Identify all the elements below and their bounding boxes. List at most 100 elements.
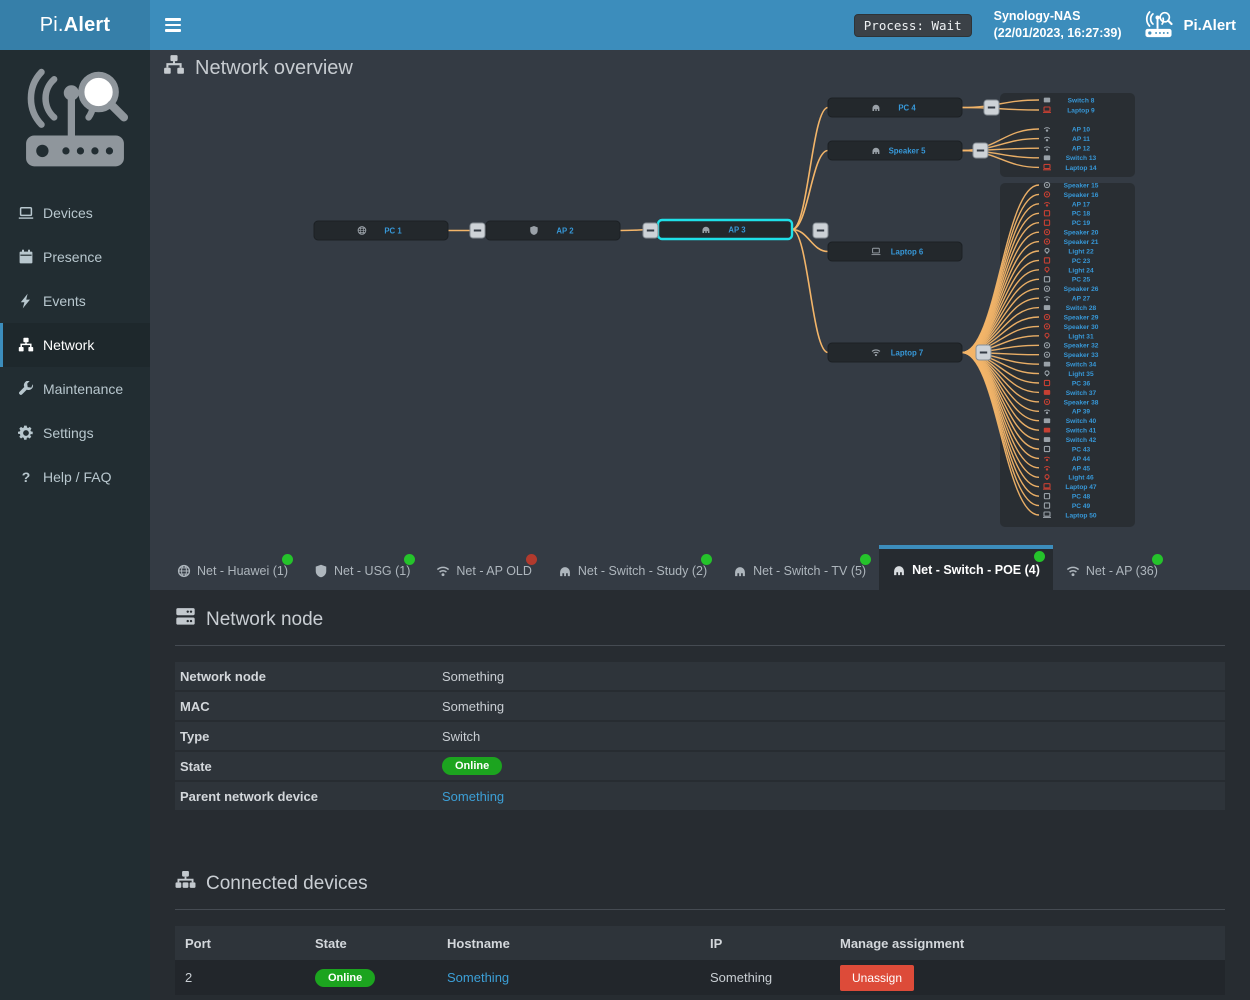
device-ap-27[interactable]: AP 27 [1043,296,1090,303]
device-ap-39[interactable]: AP 39 [1043,409,1090,416]
network-node-laptop-7[interactable]: Laptop 7 [827,342,963,363]
device-speaker-26[interactable]: Speaker 26 [1043,285,1099,293]
sidebar-item-maintenance[interactable]: Maintenance [0,367,150,411]
device-light-24[interactable]: Light 24 [1044,266,1094,274]
field-label: Type [180,728,210,744]
device-pc-19[interactable]: PC 19 [1043,219,1091,227]
svg-text:Speaker 33: Speaker 33 [1064,352,1099,359]
device-speaker-16[interactable]: Speaker 16 [1043,191,1099,199]
collapse-button[interactable] [642,222,659,239]
pialert-router-logo-icon [17,67,133,175]
hub-icon [735,567,746,577]
network-node-pc-1[interactable]: PC 1 [313,220,449,241]
hostname-cell: Something [437,960,700,995]
network-node-laptop-6[interactable]: Laptop 6 [827,241,963,262]
device-switch-28[interactable]: Switch 28 [1043,305,1097,312]
hierarchy-icon [175,870,196,897]
device-pc-49[interactable]: PC 49 [1043,502,1090,510]
device-speaker-29[interactable]: Speaker 29 [1043,313,1099,321]
svg-text:Switch 41: Switch 41 [1066,428,1097,435]
svg-text:Switch 13: Switch 13 [1066,155,1097,162]
device-switch-42[interactable]: Switch 42 [1043,437,1097,444]
sidebar-item-network[interactable]: Network [0,323,150,367]
tab-net-ap-old[interactable]: Net - AP OLD [423,552,545,590]
device-switch-8[interactable]: Switch 8 [1043,97,1095,104]
device-speaker-15[interactable]: Speaker 15 [1043,181,1099,189]
device-ap-10[interactable]: AP 10 [1043,126,1090,133]
tab-net-switch-study-2[interactable]: Net - Switch - Study (2) [545,552,720,590]
sidebar-item-help-faq[interactable]: ? Help / FAQ [0,455,150,499]
top-header: Pi. Alert Process: Wait Synology-NAS (22/… [0,0,1250,50]
svg-text:Speaker 26: Speaker 26 [1064,286,1099,293]
network-tabs: Net - Huawei (1) Net - USG (1) Net - AP OL… [150,545,1250,590]
device-speaker-21[interactable]: Speaker 21 [1043,238,1099,246]
device-laptop-9[interactable]: Laptop 9 [1043,106,1095,114]
pialert-logo-icon [1143,11,1174,39]
svg-text:AP 17: AP 17 [1072,201,1091,208]
device-light-35[interactable]: Light 35 [1044,370,1094,378]
sidebar-item-settings[interactable]: Settings [0,411,150,455]
device-light-22[interactable]: Light 22 [1044,247,1094,255]
device-ap-45[interactable]: AP 45 [1043,465,1090,472]
device-ap-11[interactable]: AP 11 [1043,136,1090,143]
tab-net-switch-tv-5[interactable]: Net - Switch - TV (5) [720,552,879,590]
tab-content-panel: Network node Network node Something MAC Som… [150,590,1250,1000]
device-ap-17[interactable]: AP 17 [1043,201,1091,208]
parent-device-link[interactable]: Something [442,788,505,804]
device-group-panel [1000,183,1135,527]
collapse-button[interactable] [972,142,989,159]
device-pc-18[interactable]: PC 18 [1043,210,1090,218]
wrench-icon [19,381,34,395]
brand-logo[interactable]: Pi. Alert [0,0,150,50]
device-switch-40[interactable]: Switch 40 [1043,418,1097,425]
device-speaker-38[interactable]: Speaker 38 [1043,398,1099,406]
device-pc-36[interactable]: PC 36 [1043,379,1090,387]
tab-net-switch-poe-4[interactable]: Net - Switch - POE (4) [879,545,1053,590]
hamburger-menu-icon[interactable] [150,0,196,50]
device-light-31[interactable]: Light 31 [1044,332,1094,340]
shield-icon [315,564,327,578]
device-ap-44[interactable]: AP 44 [1043,456,1090,463]
sidebar-item-events[interactable]: Events [0,279,150,323]
sidebar-item-presence[interactable]: Presence [0,235,150,279]
device-laptop-50[interactable]: Laptop 50 [1043,511,1097,519]
svg-text:Speaker 20: Speaker 20 [1064,230,1099,237]
device-speaker-30[interactable]: Speaker 30 [1043,323,1099,331]
network-node-ap-3[interactable]: AP 3 [656,218,794,241]
device-speaker-32[interactable]: Speaker 32 [1043,342,1099,350]
device-light-46[interactable]: Light 46 [1044,474,1094,482]
device-switch-37[interactable]: Switch 37 [1043,390,1097,397]
device-switch-41[interactable]: Switch 41 [1043,428,1097,435]
status-dot-green [1033,551,1045,562]
unassign-button[interactable]: Unassign [840,964,915,991]
tab-label: Net - Switch - POE (4) [912,562,1040,577]
device-pc-23[interactable]: PC 23 [1043,257,1090,265]
device-switch-13[interactable]: Switch 13 [1043,155,1097,162]
network-node-pc-4[interactable]: PC 4 [827,97,963,118]
collapse-button[interactable] [983,99,1000,116]
collapse-button[interactable] [975,344,992,361]
device-speaker-33[interactable]: Speaker 33 [1043,351,1099,359]
device-pc-48[interactable]: PC 48 [1043,492,1090,501]
device-laptop-14[interactable]: Laptop 14 [1043,163,1097,172]
tab-net-usg-1[interactable]: Net - USG (1) [301,552,423,590]
tab-net-huawei-1[interactable]: Net - Huawei (1) [164,552,301,590]
table-row: 2 Online Something Something Unassign [175,960,1225,995]
hostname-link[interactable]: Something [447,970,510,985]
column-header-manage-assignment: Manage assignment [830,926,1225,960]
device-pc-25[interactable]: PC 25 [1043,276,1090,284]
device-laptop-47[interactable]: Laptop 47 [1043,483,1097,491]
device-ap-12[interactable]: AP 12 [1043,146,1090,153]
device-speaker-20[interactable]: Speaker 20 [1043,228,1099,237]
device-pc-43[interactable]: PC 43 [1043,445,1090,453]
collapse-button[interactable] [469,222,486,239]
app-logo[interactable]: Pi.Alert [1143,11,1236,39]
svg-text:PC 19: PC 19 [1072,220,1091,227]
sidebar-item-devices[interactable]: Devices [0,191,150,235]
device-switch-34[interactable]: Switch 34 [1043,362,1097,369]
tab-net-ap-36[interactable]: Net - AP (36) [1053,552,1171,590]
network-node-ap-2[interactable]: AP 2 [485,220,621,241]
network-node-speaker-5[interactable]: Speaker 5 [827,140,963,161]
collapse-button[interactable] [812,222,829,239]
svg-text:Light 35: Light 35 [1068,371,1094,378]
